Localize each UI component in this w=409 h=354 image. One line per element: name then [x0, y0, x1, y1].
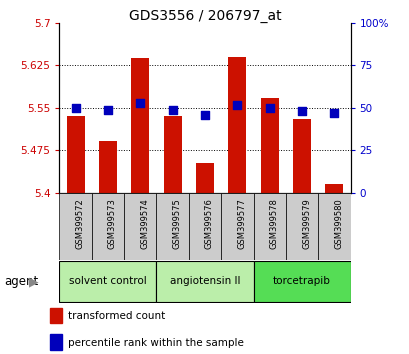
Bar	[67, 116, 84, 193]
Bar	[50, 335, 62, 350]
Text: ▶: ▶	[29, 275, 38, 288]
Text: torcetrapib: torcetrapib	[272, 276, 330, 286]
Text: GSM399575: GSM399575	[172, 198, 181, 249]
Bar	[163, 116, 181, 193]
Bar	[253, 261, 350, 302]
Bar	[156, 261, 253, 302]
Text: angiotensin II: angiotensin II	[169, 276, 240, 286]
Point	[104, 107, 111, 113]
Bar	[317, 193, 350, 260]
Point	[330, 110, 337, 116]
Bar	[220, 193, 253, 260]
Text: GSM399573: GSM399573	[108, 198, 117, 249]
Bar	[260, 98, 278, 193]
Bar	[131, 58, 149, 193]
Text: GSM399579: GSM399579	[301, 198, 310, 249]
Text: solvent control: solvent control	[69, 276, 146, 286]
Point	[201, 112, 208, 118]
Point	[234, 102, 240, 107]
Bar	[253, 193, 285, 260]
Bar	[285, 193, 317, 260]
Bar	[59, 193, 92, 260]
Text: GSM399576: GSM399576	[204, 198, 213, 249]
Bar	[325, 184, 342, 193]
Bar	[196, 163, 213, 193]
Bar	[189, 193, 220, 260]
Bar	[124, 193, 156, 260]
Point	[72, 105, 79, 111]
Text: GSM399577: GSM399577	[237, 198, 246, 249]
Point	[266, 105, 272, 111]
Text: transformed count: transformed count	[68, 311, 165, 321]
Bar	[156, 193, 189, 260]
Bar	[99, 141, 117, 193]
Bar	[92, 193, 124, 260]
Bar	[50, 308, 62, 323]
Point	[137, 100, 143, 106]
Bar	[228, 57, 246, 193]
Bar	[59, 261, 156, 302]
Text: GSM399572: GSM399572	[75, 198, 84, 249]
Text: percentile rank within the sample: percentile rank within the sample	[68, 338, 244, 348]
Text: agent: agent	[4, 275, 38, 288]
Text: GSM399580: GSM399580	[334, 198, 343, 249]
Text: GSM399574: GSM399574	[140, 198, 149, 249]
Point	[169, 107, 175, 113]
Bar	[292, 119, 310, 193]
Point	[298, 109, 305, 114]
Text: GDS3556 / 206797_at: GDS3556 / 206797_at	[128, 9, 281, 23]
Text: GSM399578: GSM399578	[269, 198, 278, 249]
